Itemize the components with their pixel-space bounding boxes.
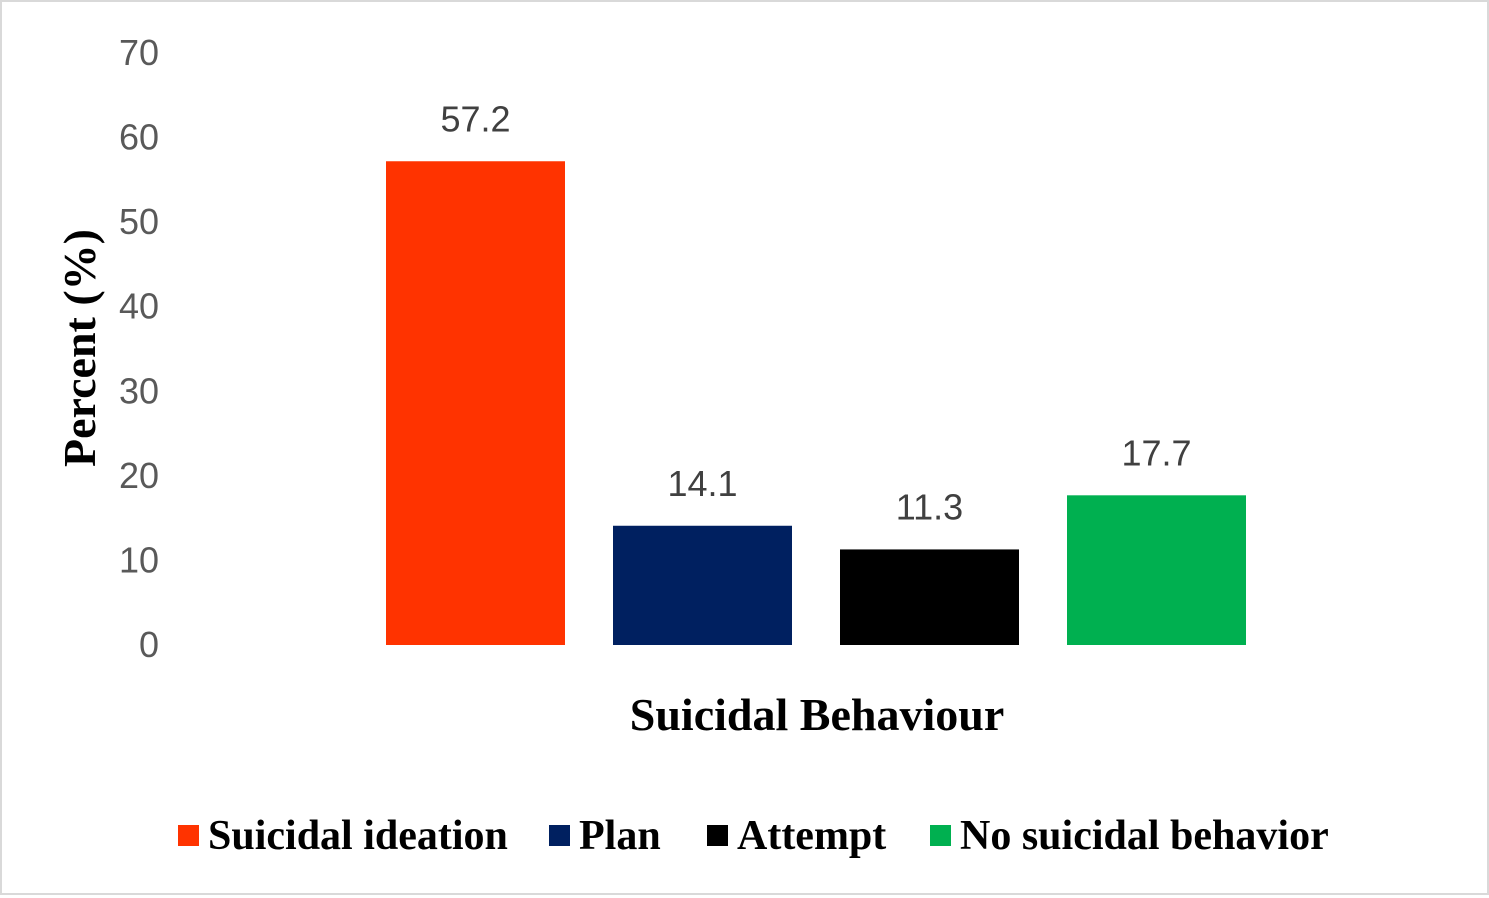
legend-swatch [707, 825, 728, 846]
y-tick-label: 20 [119, 455, 159, 496]
data-label: 14.1 [667, 463, 737, 504]
bar-attempt [840, 549, 1019, 645]
data-label: 11.3 [896, 486, 963, 527]
bar-no-suicidal-behavior [1067, 495, 1246, 645]
y-tick-label: 70 [119, 32, 159, 73]
legend-swatch [178, 825, 199, 846]
y-tick-label: 0 [139, 624, 159, 665]
y-tick-label: 30 [119, 370, 159, 411]
y-tick-label: 40 [119, 286, 159, 327]
legend-label: Attempt [737, 813, 886, 859]
data-label: 57.2 [440, 98, 510, 139]
data-labels: 57.2 14.1 11.3 17.7 [440, 98, 1191, 527]
y-tick-label: 10 [119, 539, 159, 580]
data-label: 17.7 [1121, 432, 1191, 473]
y-tick-label: 50 [119, 201, 159, 242]
y-tick-label: 60 [119, 117, 159, 158]
y-axis-title: Percent (%) [54, 229, 105, 467]
legend-label: Plan [579, 813, 661, 859]
legend-swatch [930, 825, 951, 846]
bar-suicidal-ideation [386, 161, 565, 645]
legend-label: Suicidal ideation [208, 813, 508, 859]
y-axis-ticks: 0 10 20 30 40 50 60 70 [119, 32, 159, 665]
legend-label: No suicidal behavior [960, 813, 1329, 859]
legend-swatch [549, 825, 570, 846]
bar-plan [613, 525, 792, 645]
bars [386, 161, 1246, 645]
legend: Suicidal ideation Plan Attempt No suicidal … [178, 813, 1329, 859]
x-axis-title: Suicidal Behaviour [630, 689, 1004, 740]
